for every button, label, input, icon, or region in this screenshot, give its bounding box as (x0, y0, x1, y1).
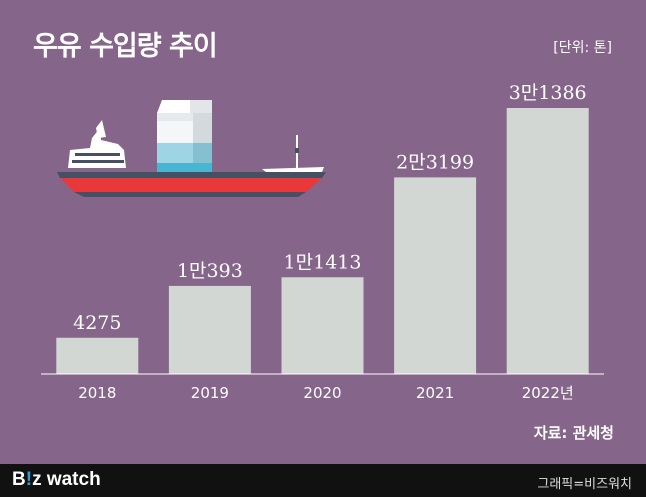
cargo-ship-illustration (57, 100, 326, 197)
chart-title: 우유 수입량 추이 (33, 31, 218, 62)
bars-group (56, 108, 589, 374)
ship-mast (262, 135, 324, 172)
footer-bar: B!z watch 그래픽=비즈워치 (0, 464, 646, 497)
data-label: 4275 (73, 312, 121, 334)
data-labels: 4275 1만393 1만1413 2만3199 3만1386 (73, 82, 587, 334)
ship-hull (60, 178, 322, 192)
x-tick-labels: 2018 2019 2020 2021 2022년 (78, 384, 573, 402)
unit-label: [단위: 톤] (553, 40, 612, 56)
brand-logo: B!z watch (12, 469, 101, 491)
data-label: 1만393 (177, 260, 243, 282)
bar-2020 (281, 277, 364, 374)
brand-b: B (12, 469, 26, 490)
data-label: 1만1413 (284, 251, 362, 273)
x-tick-label: 2019 (191, 384, 229, 402)
ship-bridge (68, 120, 126, 168)
x-tick-label: 2022년 (522, 384, 574, 402)
graphic-credit: 그래픽=비즈워치 (537, 477, 632, 492)
data-label: 3만1386 (509, 82, 587, 104)
ship-hull-top (57, 172, 326, 178)
bar-2021 (394, 177, 477, 374)
ship-hull-bottom (74, 192, 306, 197)
x-tick-label: 2018 (78, 384, 116, 402)
bar-2018 (56, 337, 139, 374)
bar-2022년 (506, 108, 589, 374)
data-label: 2만3199 (396, 151, 474, 173)
source-note: 자료: 관세청 (533, 424, 614, 442)
x-tick-label: 2021 (416, 384, 454, 402)
brand-exclaim: ! (25, 469, 33, 490)
x-tick-label: 2020 (303, 384, 341, 402)
milk-carton-icon (157, 100, 212, 172)
bar-2019 (168, 285, 251, 374)
brand-rest: z watch (32, 469, 101, 490)
